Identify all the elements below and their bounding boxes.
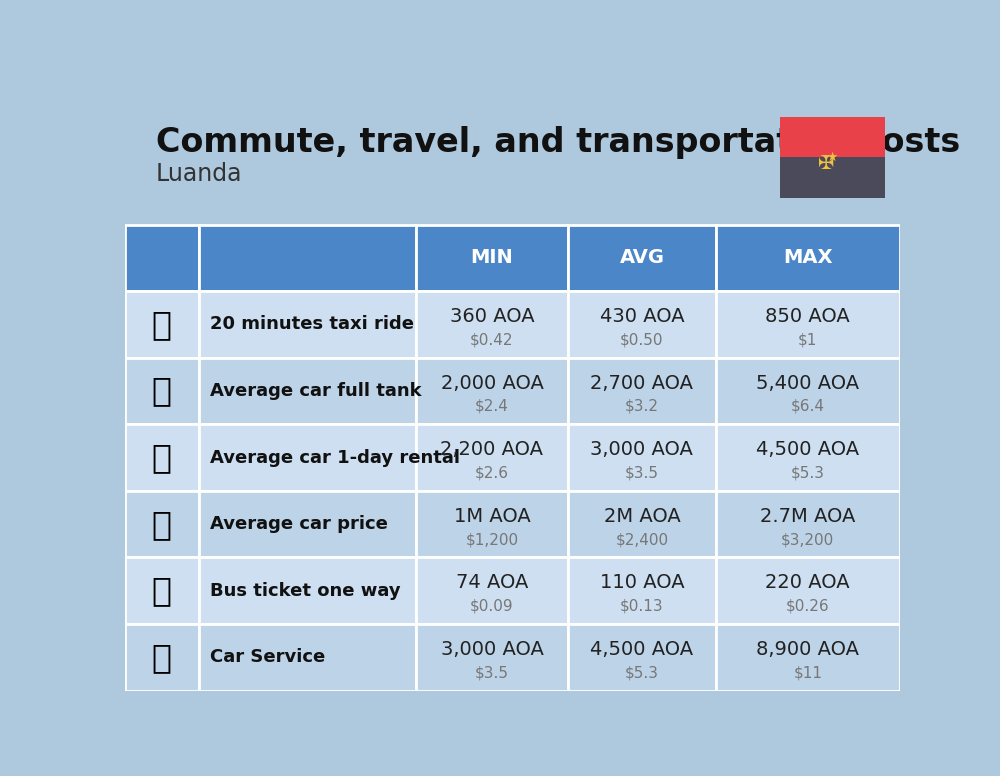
FancyBboxPatch shape — [416, 624, 568, 691]
Text: 220 AOA: 220 AOA — [765, 573, 850, 592]
Text: 4,500 AOA: 4,500 AOA — [590, 640, 693, 659]
Text: $5.3: $5.3 — [791, 466, 825, 480]
FancyBboxPatch shape — [125, 557, 199, 624]
FancyBboxPatch shape — [568, 224, 716, 291]
FancyBboxPatch shape — [716, 291, 900, 358]
FancyBboxPatch shape — [568, 557, 716, 624]
FancyBboxPatch shape — [199, 358, 416, 424]
Text: 3,000 AOA: 3,000 AOA — [441, 640, 543, 659]
Text: Car Service: Car Service — [210, 649, 326, 667]
Text: $0.09: $0.09 — [470, 598, 514, 614]
FancyBboxPatch shape — [716, 424, 900, 491]
Text: $2.6: $2.6 — [475, 466, 509, 480]
Text: 🚗: 🚗 — [152, 508, 172, 541]
FancyBboxPatch shape — [716, 358, 900, 424]
FancyBboxPatch shape — [125, 624, 199, 691]
Text: 1M AOA: 1M AOA — [454, 507, 530, 525]
Text: $3.5: $3.5 — [475, 665, 509, 680]
FancyBboxPatch shape — [125, 491, 199, 557]
Text: Average car price: Average car price — [210, 515, 388, 533]
Text: $3.5: $3.5 — [625, 466, 659, 480]
FancyBboxPatch shape — [416, 557, 568, 624]
FancyBboxPatch shape — [780, 158, 885, 198]
Text: $5.3: $5.3 — [625, 665, 659, 680]
FancyBboxPatch shape — [416, 491, 568, 557]
Text: 3,000 AOA: 3,000 AOA — [590, 440, 693, 459]
FancyBboxPatch shape — [199, 491, 416, 557]
Text: 4,500 AOA: 4,500 AOA — [756, 440, 859, 459]
Text: 🚕: 🚕 — [152, 308, 172, 341]
Text: $11: $11 — [793, 665, 822, 680]
Text: MIN: MIN — [471, 248, 513, 268]
Text: Commute, travel, and transportation costs: Commute, travel, and transportation cost… — [156, 126, 960, 159]
Text: $6.4: $6.4 — [791, 399, 825, 414]
FancyBboxPatch shape — [568, 624, 716, 691]
Text: Luanda: Luanda — [156, 162, 242, 185]
FancyBboxPatch shape — [199, 624, 416, 691]
Text: 74 AOA: 74 AOA — [456, 573, 528, 592]
FancyBboxPatch shape — [125, 224, 199, 291]
FancyBboxPatch shape — [716, 624, 900, 691]
FancyBboxPatch shape — [780, 117, 885, 158]
Text: 110 AOA: 110 AOA — [600, 573, 684, 592]
FancyBboxPatch shape — [416, 358, 568, 424]
Text: $0.13: $0.13 — [620, 598, 664, 614]
FancyBboxPatch shape — [199, 424, 416, 491]
FancyBboxPatch shape — [416, 291, 568, 358]
Text: AVG: AVG — [619, 248, 664, 268]
Text: 2,000 AOA: 2,000 AOA — [441, 373, 543, 393]
FancyBboxPatch shape — [199, 557, 416, 624]
Text: MAX: MAX — [783, 248, 833, 268]
Text: 2.7M AOA: 2.7M AOA — [760, 507, 855, 525]
Text: $2,400: $2,400 — [615, 532, 668, 547]
Text: 360 AOA: 360 AOA — [450, 307, 534, 326]
FancyBboxPatch shape — [416, 224, 568, 291]
Text: 2M AOA: 2M AOA — [604, 507, 680, 525]
Text: 2,700 AOA: 2,700 AOA — [590, 373, 693, 393]
Text: Average car full tank: Average car full tank — [210, 382, 422, 400]
FancyBboxPatch shape — [716, 491, 900, 557]
Text: ★: ★ — [827, 151, 838, 164]
Text: ⛽: ⛽ — [152, 375, 172, 407]
Text: $0.42: $0.42 — [470, 332, 514, 347]
FancyBboxPatch shape — [568, 358, 716, 424]
FancyBboxPatch shape — [125, 424, 199, 491]
FancyBboxPatch shape — [568, 291, 716, 358]
Text: 🔧: 🔧 — [152, 641, 172, 674]
Text: $1,200: $1,200 — [465, 532, 519, 547]
Text: 🚌: 🚌 — [152, 574, 172, 608]
FancyBboxPatch shape — [568, 424, 716, 491]
FancyBboxPatch shape — [416, 424, 568, 491]
FancyBboxPatch shape — [125, 358, 199, 424]
Text: $0.50: $0.50 — [620, 332, 664, 347]
Text: 8,900 AOA: 8,900 AOA — [756, 640, 859, 659]
Text: 430 AOA: 430 AOA — [600, 307, 684, 326]
Text: Average car 1-day rental: Average car 1-day rental — [210, 449, 460, 466]
Text: $2.4: $2.4 — [475, 399, 509, 414]
FancyBboxPatch shape — [199, 224, 416, 291]
FancyBboxPatch shape — [199, 291, 416, 358]
Text: 2,200 AOA: 2,200 AOA — [440, 440, 543, 459]
Text: $1: $1 — [798, 332, 817, 347]
FancyBboxPatch shape — [716, 224, 900, 291]
FancyBboxPatch shape — [716, 557, 900, 624]
FancyBboxPatch shape — [568, 491, 716, 557]
FancyBboxPatch shape — [125, 291, 199, 358]
Text: 850 AOA: 850 AOA — [765, 307, 850, 326]
Text: $3,200: $3,200 — [781, 532, 834, 547]
Text: 🚙: 🚙 — [152, 441, 172, 474]
Text: 20 minutes taxi ride: 20 minutes taxi ride — [210, 316, 414, 334]
Text: ✠: ✠ — [818, 154, 834, 173]
Text: Bus ticket one way: Bus ticket one way — [210, 582, 401, 600]
Text: 5,400 AOA: 5,400 AOA — [756, 373, 859, 393]
Text: $0.26: $0.26 — [786, 598, 830, 614]
Text: $3.2: $3.2 — [625, 399, 659, 414]
